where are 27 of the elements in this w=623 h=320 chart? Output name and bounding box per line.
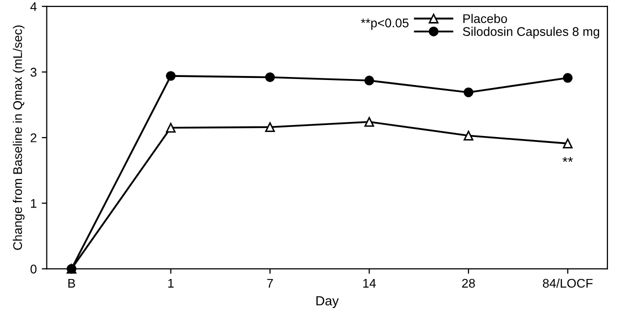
legend-label: Silodosin Capsules 8 mg (462, 26, 600, 38)
annotation: ** (562, 156, 573, 162)
y-tick-label: 1 (31, 199, 36, 208)
point (265, 72, 275, 82)
y-tick-label: 2 (30, 133, 36, 142)
legend-label: Placebo (463, 14, 508, 24)
x-tick-label: 7 (267, 278, 273, 288)
y-tick-label: 4 (30, 2, 37, 11)
point (464, 87, 474, 98)
point (166, 122, 176, 133)
x-tick-label: 14 (363, 278, 376, 288)
x-tick-label: 28 (462, 278, 475, 288)
y-axis-title: Change from Baseline in Qmax (mL/sec) (12, 25, 24, 250)
point (464, 130, 474, 140)
point (562, 73, 573, 83)
y-tick-label: 3 (30, 68, 36, 77)
annotation: **p<0.05 (360, 18, 408, 30)
y-tick-label: 0 (30, 264, 37, 274)
point (166, 71, 176, 81)
x-axis-title: Day (316, 296, 339, 308)
point (364, 76, 374, 86)
x-tick-label: 1 (168, 278, 174, 288)
point (364, 116, 374, 127)
x-tick-label: B (68, 278, 76, 288)
point (265, 122, 275, 132)
x-tick-label: 84/LOCF (542, 278, 593, 288)
point (562, 138, 573, 148)
